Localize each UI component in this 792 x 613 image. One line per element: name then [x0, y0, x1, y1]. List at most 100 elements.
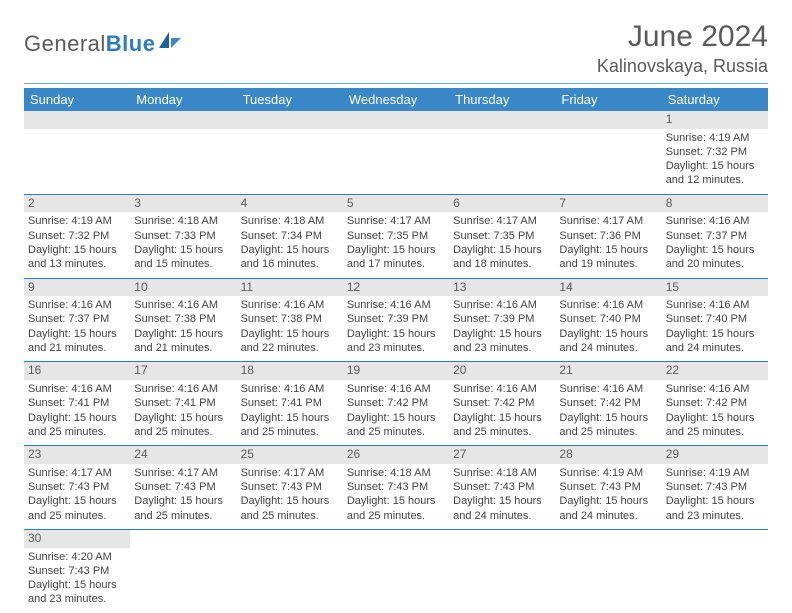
day-content-cell: Sunrise: 4:16 AMSunset: 7:42 PMDaylight:…	[662, 380, 768, 446]
weekday-header: Sunday	[24, 88, 130, 111]
day-number-cell: 19	[343, 362, 449, 380]
day-number-row: 16171819202122	[24, 362, 768, 380]
day-number-cell: 7	[555, 194, 661, 212]
daylight-line: Daylight: 15 hours and 25 minutes.	[134, 411, 232, 440]
day-number-cell: 26	[343, 446, 449, 464]
day-content-cell: Sunrise: 4:16 AMSunset: 7:42 PMDaylight:…	[449, 380, 555, 446]
day-number-cell: 14	[555, 278, 661, 296]
logo-word1: General	[24, 31, 106, 56]
day-content-cell: Sunrise: 4:17 AMSunset: 7:36 PMDaylight:…	[555, 212, 661, 278]
day-content-cell	[555, 129, 661, 195]
sunrise-line: Sunrise: 4:16 AM	[453, 298, 551, 312]
daylight-line: Daylight: 15 hours and 25 minutes.	[347, 411, 445, 440]
sunset-line: Sunset: 7:41 PM	[241, 396, 339, 410]
day-content-cell: Sunrise: 4:19 AMSunset: 7:43 PMDaylight:…	[662, 464, 768, 530]
day-content-cell: Sunrise: 4:16 AMSunset: 7:41 PMDaylight:…	[130, 380, 236, 446]
day-number-cell: 9	[24, 278, 130, 296]
sunrise-line: Sunrise: 4:20 AM	[28, 550, 126, 564]
daylight-line: Daylight: 15 hours and 23 minutes.	[666, 494, 764, 523]
day-number-cell: 8	[662, 194, 768, 212]
daylight-line: Daylight: 15 hours and 15 minutes.	[134, 243, 232, 272]
day-number-cell	[237, 529, 343, 547]
sunset-line: Sunset: 7:43 PM	[453, 480, 551, 494]
sunset-line: Sunset: 7:40 PM	[666, 312, 764, 326]
daylight-line: Daylight: 15 hours and 25 minutes.	[453, 411, 551, 440]
weekday-header: Saturday	[662, 88, 768, 111]
sunrise-line: Sunrise: 4:16 AM	[241, 298, 339, 312]
sunrise-line: Sunrise: 4:16 AM	[134, 298, 232, 312]
sunset-line: Sunset: 7:38 PM	[241, 312, 339, 326]
sunrise-line: Sunrise: 4:16 AM	[666, 298, 764, 312]
day-number-cell: 22	[662, 362, 768, 380]
day-content-cell: Sunrise: 4:16 AMSunset: 7:38 PMDaylight:…	[130, 296, 236, 362]
sunrise-line: Sunrise: 4:18 AM	[134, 214, 232, 228]
day-content-cell	[555, 548, 661, 613]
sunrise-line: Sunrise: 4:17 AM	[347, 214, 445, 228]
sunset-line: Sunset: 7:43 PM	[666, 480, 764, 494]
sunrise-line: Sunrise: 4:18 AM	[241, 214, 339, 228]
sunset-line: Sunset: 7:37 PM	[666, 229, 764, 243]
sunset-line: Sunset: 7:41 PM	[28, 396, 126, 410]
sunrise-line: Sunrise: 4:16 AM	[134, 382, 232, 396]
day-number-cell: 17	[130, 362, 236, 380]
weekday-header: Thursday	[449, 88, 555, 111]
day-content-cell: Sunrise: 4:17 AMSunset: 7:43 PMDaylight:…	[130, 464, 236, 530]
daylight-line: Daylight: 15 hours and 25 minutes.	[134, 494, 232, 523]
day-content-cell	[449, 129, 555, 195]
day-number-cell: 15	[662, 278, 768, 296]
day-number-cell	[130, 111, 236, 129]
daylight-line: Daylight: 15 hours and 12 minutes.	[666, 159, 764, 188]
daylight-line: Daylight: 15 hours and 23 minutes.	[453, 327, 551, 356]
daylight-line: Daylight: 15 hours and 16 minutes.	[241, 243, 339, 272]
sunset-line: Sunset: 7:41 PM	[134, 396, 232, 410]
daylight-line: Daylight: 15 hours and 21 minutes.	[28, 327, 126, 356]
daylight-line: Daylight: 15 hours and 25 minutes.	[241, 494, 339, 523]
daylight-line: Daylight: 15 hours and 20 minutes.	[666, 243, 764, 272]
day-number-cell: 11	[237, 278, 343, 296]
sunrise-line: Sunrise: 4:19 AM	[559, 466, 657, 480]
day-content-row: Sunrise: 4:16 AMSunset: 7:41 PMDaylight:…	[24, 380, 768, 446]
day-number-cell: 29	[662, 446, 768, 464]
sunrise-line: Sunrise: 4:18 AM	[347, 466, 445, 480]
sunset-line: Sunset: 7:42 PM	[666, 396, 764, 410]
sunrise-line: Sunrise: 4:16 AM	[28, 298, 126, 312]
sunset-line: Sunset: 7:43 PM	[241, 480, 339, 494]
day-number-row: 1	[24, 111, 768, 129]
day-content-cell: Sunrise: 4:19 AMSunset: 7:43 PMDaylight:…	[555, 464, 661, 530]
daylight-line: Daylight: 15 hours and 18 minutes.	[453, 243, 551, 272]
daylight-line: Daylight: 15 hours and 25 minutes.	[347, 494, 445, 523]
sunrise-line: Sunrise: 4:16 AM	[666, 214, 764, 228]
daylight-line: Daylight: 15 hours and 22 minutes.	[241, 327, 339, 356]
day-content-cell	[449, 548, 555, 613]
daylight-line: Daylight: 15 hours and 23 minutes.	[347, 327, 445, 356]
weekday-header-row: SundayMondayTuesdayWednesdayThursdayFrid…	[24, 88, 768, 111]
daylight-line: Daylight: 15 hours and 24 minutes.	[453, 494, 551, 523]
day-number-cell	[343, 111, 449, 129]
day-content-cell: Sunrise: 4:17 AMSunset: 7:43 PMDaylight:…	[237, 464, 343, 530]
weekday-header: Tuesday	[237, 88, 343, 111]
daylight-line: Daylight: 15 hours and 25 minutes.	[666, 411, 764, 440]
day-number-row: 30	[24, 529, 768, 547]
daylight-line: Daylight: 15 hours and 24 minutes.	[559, 494, 657, 523]
day-number-cell	[449, 111, 555, 129]
day-content-cell: Sunrise: 4:16 AMSunset: 7:41 PMDaylight:…	[237, 380, 343, 446]
sunset-line: Sunset: 7:42 PM	[453, 396, 551, 410]
day-number-cell: 18	[237, 362, 343, 380]
day-number-cell: 24	[130, 446, 236, 464]
daylight-line: Daylight: 15 hours and 24 minutes.	[666, 327, 764, 356]
day-number-cell	[449, 529, 555, 547]
day-number-cell: 1	[662, 111, 768, 129]
day-number-cell: 25	[237, 446, 343, 464]
header-divider	[24, 83, 768, 84]
sunset-line: Sunset: 7:43 PM	[28, 564, 126, 578]
day-number-cell: 16	[24, 362, 130, 380]
day-number-cell: 21	[555, 362, 661, 380]
day-content-cell	[130, 129, 236, 195]
day-content-cell: Sunrise: 4:19 AMSunset: 7:32 PMDaylight:…	[662, 129, 768, 195]
day-content-cell: Sunrise: 4:16 AMSunset: 7:42 PMDaylight:…	[555, 380, 661, 446]
day-content-cell: Sunrise: 4:18 AMSunset: 7:43 PMDaylight:…	[343, 464, 449, 530]
logo: GeneralBlue	[24, 30, 183, 57]
sunset-line: Sunset: 7:38 PM	[134, 312, 232, 326]
day-content-cell	[237, 548, 343, 613]
day-number-cell	[662, 529, 768, 547]
